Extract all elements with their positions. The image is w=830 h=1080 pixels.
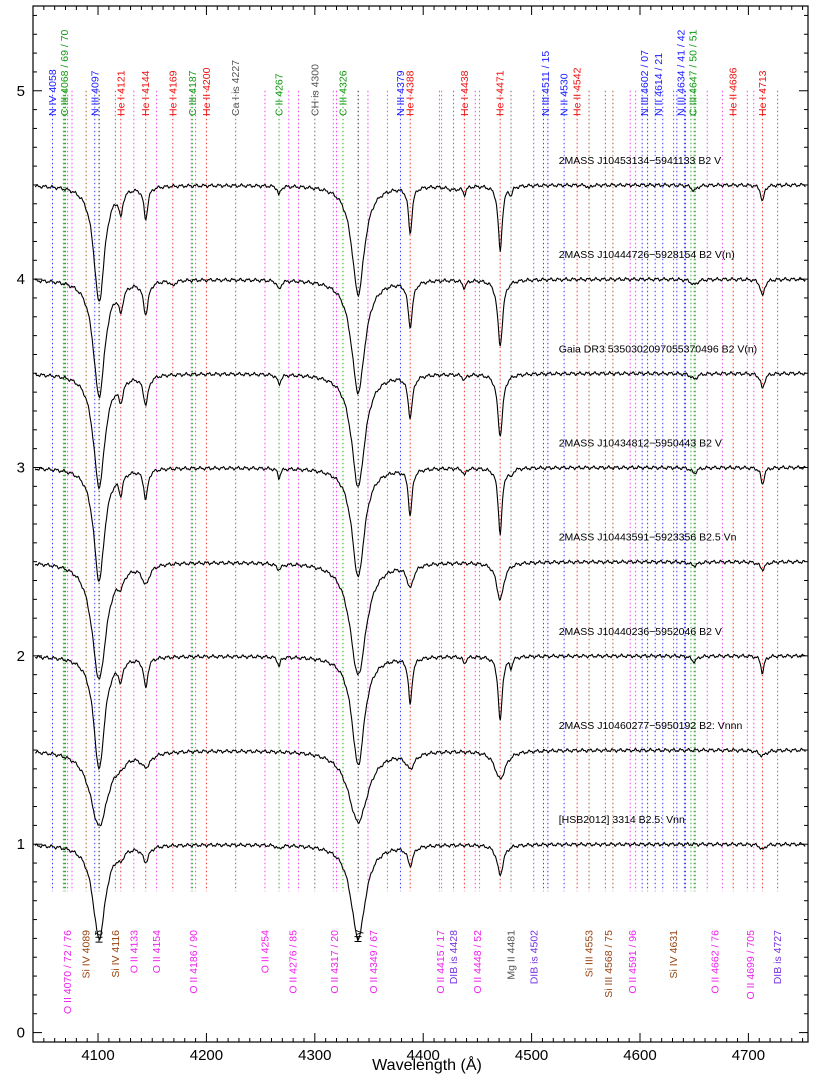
x-tick-label-4400: 4400 <box>407 1047 440 1064</box>
bottom-line-label-24: DIB is 4727 <box>772 930 784 984</box>
x-tick-label-4100: 4100 <box>81 1047 114 1064</box>
top-line-label-13: N III 4379 <box>395 70 407 116</box>
bottom-line-label-11: Hγ <box>353 929 365 943</box>
top-line-label-23: C III 4647 / 50 / 51 <box>688 29 700 116</box>
top-line-label-4: He I 4121 <box>115 70 127 116</box>
series-label-5: 2MASS J10443591−5923356 B2.5 Vn <box>559 532 737 544</box>
bottom-line-label-8: O II 4254 <box>259 930 271 973</box>
top-line-label-20: N III 4602 / 07 <box>639 50 651 116</box>
bottom-line-label-3: Hδ <box>94 930 106 944</box>
top-line-label-18: N II 4530 <box>559 73 571 116</box>
y-tick-label-0: 0 <box>17 1025 25 1042</box>
bottom-line-label-5: O II 4133 <box>128 930 140 973</box>
top-line-label-15: He I 4438 <box>459 70 471 116</box>
bottom-line-label-7: O II 4186 / 90 <box>188 930 200 994</box>
top-line-label-11: CH is 4300 <box>309 64 321 116</box>
x-tick-label-4600: 4600 <box>623 1047 656 1064</box>
bottom-line-label-19: Si III 4568 / 75 <box>603 930 615 998</box>
top-line-label-12: C III 4326 <box>338 70 350 116</box>
top-line-label-19: He II 4542 <box>572 67 584 116</box>
bottom-line-label-16: Mg II 4481 <box>506 930 518 980</box>
top-line-label-10: C II 4267 <box>274 73 286 116</box>
series-label-4: 2MASS J10434812−5950443 B2 V <box>559 437 722 449</box>
y-tick-label-3: 3 <box>17 459 25 476</box>
spectrum-series-3 <box>34 370 806 491</box>
series-label-1: 2MASS J10453134−5941133 B2 V <box>559 155 721 167</box>
bottom-line-label-9: O II 4276 / 85 <box>288 930 300 994</box>
top-line-label-6: He I 4169 <box>167 70 179 116</box>
top-line-label-8: He II 4200 <box>201 67 213 116</box>
top-line-label-5: He I 4144 <box>140 70 152 116</box>
bottom-line-label-4: Si IV 4116 <box>110 930 122 978</box>
top-line-label-14: He I 4388 <box>405 70 417 116</box>
top-line-label-16: He I 4471 <box>495 70 507 116</box>
spectral-line-marks <box>52 90 779 892</box>
series-label-2: 2MASS J10444726−5928154 B2 V(n) <box>559 249 735 261</box>
x-tick-label-4300: 4300 <box>298 1047 331 1064</box>
bottom-line-label-18: Si III 4553 <box>584 930 596 977</box>
top-line-label-25: He I 4713 <box>757 70 769 116</box>
y-tick-label-4: 4 <box>17 271 25 288</box>
spectral-line-labels: N IV 4058 C III 4068 / 69 / 70 N III 4097 H… <box>47 29 784 1014</box>
spectrum-series-1 <box>34 182 806 302</box>
top-line-label-22: N III 4634 / 41 / 42 <box>676 29 688 116</box>
series-label-3: Gaia DR3 5350302097055370496 B2 V(n) <box>559 343 758 355</box>
y-tick-label-5: 5 <box>17 83 25 100</box>
top-line-label-7: C III 4187 <box>187 70 199 116</box>
spectra-series: 2MASS J10453134−5941133 B2 V 2MASS J10444… <box>34 155 806 941</box>
bottom-line-label-6: O II 4154 <box>151 930 163 973</box>
top-line-label-3: N III 4097 <box>89 70 101 116</box>
bottom-line-label-12: O II 4349 / 67 <box>368 930 380 994</box>
y-tick-label-2: 2 <box>17 648 25 665</box>
axes: 4100 4200 4300 4400 4500 4600 4700 0 1 2 3 4 5 <box>17 5 809 1064</box>
top-line-label-24: He II 4686 <box>728 67 740 116</box>
spectrum-series-4 <box>34 464 806 583</box>
x-tick-label-4200: 4200 <box>190 1047 223 1064</box>
bottom-line-label-1: O II 4070 / 72 / 76 <box>62 930 74 1014</box>
x-tick-label-4500: 4500 <box>515 1047 548 1064</box>
series-label-7: 2MASS J10460277−5950192 B2: Vnnn <box>559 720 743 732</box>
bottom-line-label-21: Si IV 4631 <box>668 930 680 979</box>
bottom-line-label-23: O II 4699 / 705 <box>745 930 757 1000</box>
bottom-line-label-20: O II 4591 / 96 <box>627 930 639 994</box>
series-label-8: [HSB2012] 3314 B2.5: Vnn <box>559 814 685 826</box>
bottom-line-label-2: Si IV 4089 <box>81 930 93 979</box>
y-tick-label-1: 1 <box>17 836 25 853</box>
bottom-line-label-17: DIB is 4502 <box>528 930 540 984</box>
x-axis-title: Wavelength (Å) <box>372 1055 482 1074</box>
spectrum-series-7 <box>35 747 806 827</box>
spectrum-series-6 <box>35 653 806 771</box>
top-line-label-21: N II 4614 / 21 <box>653 53 665 116</box>
spectrum-series-2 <box>34 276 806 399</box>
bottom-line-label-22: O II 4662 / 76 <box>709 930 721 994</box>
spectrum-series-8 <box>34 841 806 941</box>
x-tick-label-4700: 4700 <box>732 1047 765 1064</box>
top-line-label-17: N III 4511 / 15 <box>540 51 552 116</box>
bottom-line-label-13: O II 4415 / 17 <box>435 930 447 994</box>
bottom-line-label-15: O II 4448 / 52 <box>472 930 484 994</box>
bottom-line-label-14: DIB is 4428 <box>448 930 460 984</box>
spectrum-series-5 <box>34 559 806 680</box>
bottom-line-label-10: O II 4317 / 20 <box>329 930 341 994</box>
top-line-label-9: Ca I is 4227 <box>230 60 242 116</box>
series-label-6: 2MASS J10440236−5952046 B2 V <box>559 626 722 638</box>
top-line-label-1: N IV 4058 <box>47 69 59 116</box>
top-line-label-2: C III 4068 / 69 / 70 <box>59 29 71 116</box>
